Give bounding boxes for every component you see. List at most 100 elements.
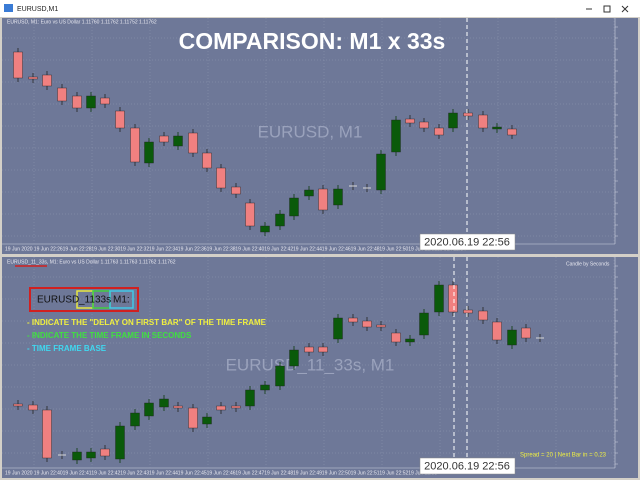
time-label: 19 Jun 22:42 bbox=[91, 470, 120, 476]
candle-body bbox=[448, 284, 458, 313]
time-label: 19 Jun 22:50 bbox=[322, 470, 351, 476]
time-axis: 19 Jun 2020 19 Jun 22:40 19 Jun 22:41 19 Ju… bbox=[5, 470, 437, 476]
candle-body bbox=[245, 389, 255, 407]
time-label: 19 Jun 22:40 bbox=[235, 246, 264, 252]
time-label: 19 Jun 22:41 bbox=[63, 470, 92, 476]
candle-body bbox=[260, 384, 270, 391]
candle-body bbox=[28, 404, 38, 411]
candle-body bbox=[188, 132, 198, 154]
candle-body bbox=[13, 403, 23, 407]
candle-body bbox=[304, 346, 314, 353]
date-label: 2020.06.19 22:56 bbox=[424, 460, 510, 472]
overlay-title: COMPARISON: M1 x 33s bbox=[179, 28, 446, 54]
label-delay: _11 bbox=[78, 295, 95, 306]
candle-body bbox=[159, 135, 169, 143]
candle-body bbox=[100, 448, 110, 457]
time-label: 19 Jun 22:40 bbox=[34, 470, 63, 476]
time-label: 19 Jun 22:48 bbox=[351, 246, 380, 252]
candle-body bbox=[348, 317, 358, 323]
candle-body bbox=[275, 213, 285, 227]
time-label: 19 Jun 22:49 bbox=[293, 470, 322, 476]
candle-body bbox=[115, 425, 125, 460]
candle-body bbox=[492, 126, 502, 130]
candle-body bbox=[304, 189, 314, 197]
status: Spread = 20 | Next Bar in = 0.23 bbox=[520, 453, 607, 459]
base-frame bbox=[109, 290, 134, 309]
date-label: 2020.06.19 22:56 bbox=[424, 236, 510, 248]
candle-body bbox=[42, 409, 52, 459]
time-label: 19 Jun 22:34 bbox=[149, 246, 178, 252]
candle-body bbox=[28, 76, 38, 80]
candle-body bbox=[144, 141, 154, 164]
time-label: 19 Jun 22:47 bbox=[235, 470, 264, 476]
window-icon bbox=[4, 4, 13, 12]
window-buttons[interactable] bbox=[586, 5, 629, 13]
grid bbox=[2, 257, 618, 468]
time-label: 19 Jun 2020 bbox=[5, 470, 33, 476]
time-label: 19 Jun 22:36 bbox=[178, 246, 207, 252]
time-label: 19 Jun 2020 bbox=[5, 246, 33, 252]
date-box bbox=[419, 457, 516, 475]
candle-body bbox=[173, 135, 183, 147]
label-frame bbox=[29, 287, 139, 312]
time-label: 19 Jun 22:28 bbox=[63, 246, 92, 252]
candle-body bbox=[260, 225, 270, 233]
candle-body bbox=[521, 327, 531, 339]
candle-body bbox=[362, 320, 372, 328]
note-delay: - INDICATE THE "DELAY ON FIRST BAR" OF T… bbox=[27, 318, 267, 327]
candle-body bbox=[72, 451, 82, 461]
grid bbox=[2, 18, 618, 244]
candle-body bbox=[173, 405, 183, 409]
time-label: 19 Jun 22:46 bbox=[322, 246, 351, 252]
candle-body bbox=[391, 119, 401, 153]
candle-body bbox=[275, 365, 285, 387]
time-label: 19 Jun 22:46 bbox=[207, 470, 236, 476]
time-label: 19 Jun 22:51 bbox=[351, 470, 380, 476]
label-seconds: 33s bbox=[95, 295, 111, 306]
candle-body bbox=[333, 188, 343, 206]
candle-body bbox=[13, 51, 23, 79]
time-label: 19 Jun 22:30 bbox=[91, 246, 120, 252]
time-label: 19 Jun 22:45 bbox=[178, 470, 207, 476]
time-label: 19 Jun 22:50 bbox=[379, 246, 408, 252]
top-chart bbox=[2, 18, 638, 254]
chart-header: EURUSD_11_33s, M1: Euro vs US Dollar 1.1… bbox=[7, 259, 176, 265]
note-base: - TIME FRAME BASE bbox=[27, 344, 107, 353]
maximize[interactable] bbox=[603, 5, 611, 13]
candles bbox=[13, 48, 517, 236]
candle-body bbox=[478, 310, 488, 321]
watermark: EURUSD_11_33s, M1 bbox=[226, 355, 395, 374]
close[interactable] bbox=[621, 5, 629, 13]
candle-body bbox=[376, 153, 386, 191]
date-box bbox=[419, 233, 516, 251]
candles bbox=[13, 281, 544, 464]
candle-body bbox=[202, 152, 212, 169]
candle-body bbox=[57, 87, 67, 102]
label-base: M1: bbox=[113, 295, 130, 306]
candle-body bbox=[419, 121, 429, 129]
candle-body bbox=[463, 309, 473, 314]
candle-body bbox=[333, 317, 343, 340]
candle-body bbox=[86, 95, 96, 109]
time-label: 19 Jun 22:38 bbox=[207, 246, 236, 252]
time-axis: 19 Jun 2020 19 Jun 22:26 19 Jun 22:28 19 Ju… bbox=[5, 246, 466, 252]
candle-body bbox=[492, 321, 502, 341]
candle-body bbox=[245, 202, 255, 227]
candle-body bbox=[42, 74, 52, 87]
time-label: 19 Jun 22:44 bbox=[149, 470, 178, 476]
label-symbol: EURUSD bbox=[37, 295, 79, 306]
candle-body bbox=[463, 112, 473, 117]
time-label: 19 Jun 22:26 bbox=[34, 246, 63, 252]
time-label: 19 Jun 22:32 bbox=[120, 246, 149, 252]
candle-body bbox=[448, 112, 458, 129]
candle-body bbox=[434, 127, 444, 136]
candle-body bbox=[318, 346, 328, 353]
time-label: 19 Jun 22:52 bbox=[379, 470, 408, 476]
indicator-label: Candle by Seconds bbox=[566, 261, 610, 267]
candle-body bbox=[507, 329, 517, 346]
candle-body bbox=[405, 118, 415, 124]
candle-body bbox=[289, 197, 299, 217]
time-label: 19 Jun 22:43 bbox=[120, 470, 149, 476]
candle-body bbox=[231, 405, 241, 409]
